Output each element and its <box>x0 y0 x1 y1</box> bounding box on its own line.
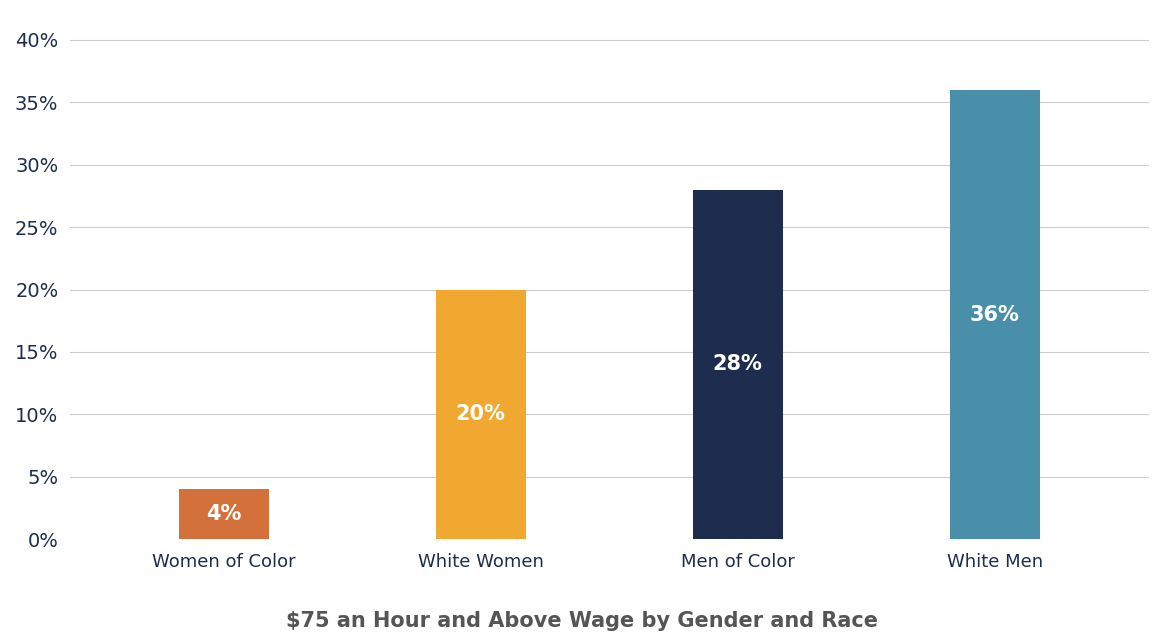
Bar <box>435 290 526 539</box>
Text: 20%: 20% <box>456 404 505 424</box>
Text: 36%: 36% <box>970 305 1020 325</box>
Bar <box>950 90 1039 539</box>
Bar <box>693 190 782 539</box>
Bar <box>179 489 269 539</box>
Text: 28%: 28% <box>712 354 762 374</box>
Text: 4%: 4% <box>206 504 241 524</box>
Text: $75 an Hour and Above Wage by Gender and Race: $75 an Hour and Above Wage by Gender and… <box>286 611 878 631</box>
